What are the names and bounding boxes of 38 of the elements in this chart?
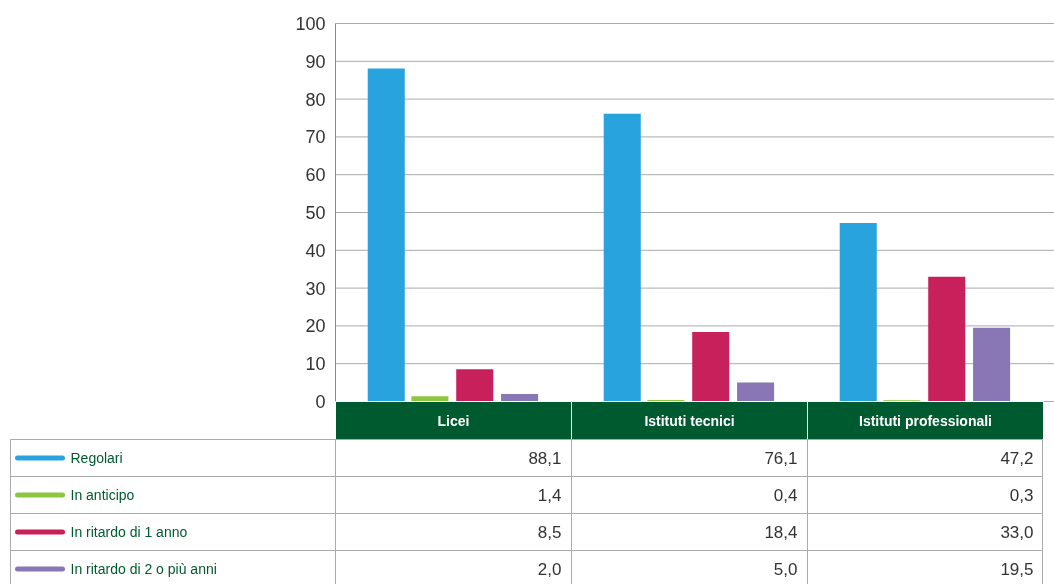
bar [367, 68, 405, 402]
data-label: 18,4 [764, 523, 798, 542]
y-tick-label: 50 [305, 203, 326, 223]
x-tick-label: Istituti tecnici [644, 412, 735, 429]
legend-label: Regolari [70, 450, 123, 466]
data-label: 0,3 [1009, 486, 1034, 505]
data-label: 5,0 [773, 560, 798, 579]
y-tick-label: 0 [315, 392, 326, 412]
y-tick-label: 100 [295, 14, 326, 34]
data-label: 19,5 [1000, 560, 1034, 579]
y-tick-label: 20 [305, 316, 326, 337]
y-tick-label: 90 [305, 51, 326, 72]
y-tick-label: 40 [305, 240, 326, 261]
bar [692, 331, 730, 402]
data-label: 88,1 [528, 449, 562, 468]
bar [603, 113, 641, 402]
bar [737, 382, 775, 402]
data-label: 8,5 [537, 523, 562, 542]
y-tick-label: 80 [305, 89, 326, 110]
data-label: 76,1 [764, 449, 798, 468]
y-tick-label: 30 [305, 278, 326, 299]
y-tick-label: 10 [305, 354, 326, 375]
y-tick-label: 70 [305, 127, 326, 148]
data-label: 2,0 [537, 560, 562, 579]
data-label: 33,0 [1000, 523, 1034, 542]
data-label: 47,2 [1000, 449, 1034, 468]
bar [973, 327, 1011, 402]
bar [456, 369, 494, 402]
legend-label: In ritardo di 2 o più anni [70, 561, 217, 577]
x-tick-label: Istituti professionali [858, 412, 993, 429]
bar [928, 276, 966, 402]
bar [839, 223, 877, 402]
x-tick-label: Licei [437, 412, 470, 429]
y-tick-label: 60 [305, 165, 326, 186]
legend-label: In ritardo di 1 anno [70, 524, 188, 540]
legend-label: In anticipo [70, 487, 135, 503]
data-label: 0,4 [773, 486, 798, 505]
data-label: 1,4 [537, 486, 562, 505]
